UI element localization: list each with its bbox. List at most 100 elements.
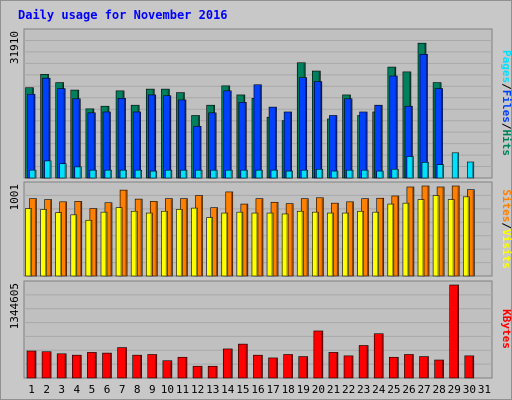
day-10-visits xyxy=(161,198,173,277)
day-22-visits xyxy=(342,201,354,277)
bar-pages xyxy=(119,169,127,179)
day-2-hits xyxy=(40,74,52,179)
bar-files xyxy=(223,90,232,179)
day-10-hits xyxy=(161,88,173,179)
day-26-visits xyxy=(402,186,415,277)
chart-title: Daily usage for November 2016 xyxy=(18,8,228,22)
day-12-visits xyxy=(191,195,203,277)
day-24-hits xyxy=(372,104,384,179)
x-label-day-24: 24 xyxy=(372,383,386,396)
panel-legend: Pages/Files/Hits xyxy=(500,50,512,156)
day-3-hits xyxy=(55,82,67,179)
bar-pages xyxy=(391,168,399,179)
day-25-visits xyxy=(387,195,400,277)
bar-pages xyxy=(406,156,414,179)
bar-files xyxy=(298,77,308,179)
bar-pages xyxy=(104,169,112,179)
bar-visits xyxy=(161,210,168,277)
bar-visits xyxy=(463,196,470,277)
bar-pages xyxy=(421,162,429,179)
day-20-hits xyxy=(312,70,324,179)
day-9-kbytes xyxy=(147,354,158,379)
bar-kbytes xyxy=(177,356,188,379)
bar-kbytes xyxy=(404,354,414,379)
panel-hits: 31910 Pages/Files/Hits xyxy=(8,28,512,179)
bar-files xyxy=(374,104,383,179)
bar-pages xyxy=(165,169,173,179)
day-29-visits xyxy=(447,185,460,277)
bar-pages xyxy=(149,170,158,179)
bar-files xyxy=(419,54,428,179)
x-axis-labels: 1 2 3 4 5 6 7 8 9 10 11 12 13 14 15 16 17 18 19 20 21 22 23 24 2… xyxy=(28,383,491,396)
bar-files xyxy=(329,115,338,179)
bar-visits xyxy=(70,214,78,277)
panel-kbytes: 1344605 KBytes xyxy=(8,280,512,379)
bar-files xyxy=(27,93,36,179)
day-21-kbytes xyxy=(328,352,339,379)
bar-kbytes xyxy=(253,354,263,379)
day-18-visits xyxy=(281,203,294,277)
bar-files xyxy=(359,111,368,179)
day-28-visits xyxy=(432,186,445,277)
bar-pages xyxy=(134,169,142,179)
bar-visits xyxy=(100,211,108,277)
bar-pages xyxy=(451,152,460,179)
bar-kbytes xyxy=(343,355,354,379)
bar-pages xyxy=(240,169,248,179)
day-14-hits xyxy=(221,85,233,179)
bar-files xyxy=(389,75,398,179)
x-label-day-17: 17 xyxy=(266,383,279,396)
x-label-day-30: 30 xyxy=(463,383,476,396)
bar-pages xyxy=(346,169,354,179)
day-1-visits xyxy=(25,198,37,277)
bar-visits xyxy=(145,212,153,277)
x-label-day-12: 12 xyxy=(191,383,204,396)
bar-pages xyxy=(29,169,37,179)
bar-visits xyxy=(312,211,319,277)
day-22-kbytes xyxy=(343,355,354,379)
x-label-day-26: 26 xyxy=(402,383,415,396)
bar-files xyxy=(253,84,262,179)
x-label-day-9: 9 xyxy=(149,383,156,396)
bar-visits xyxy=(176,209,183,277)
bar-pages xyxy=(74,166,82,179)
bar-kbytes xyxy=(56,353,67,379)
x-label-day-7: 7 xyxy=(119,383,126,396)
bar-pages xyxy=(255,169,263,179)
bar-visits xyxy=(40,209,47,277)
day-15-hits xyxy=(236,94,248,179)
day-4-kbytes xyxy=(71,354,82,379)
day-28-hits xyxy=(432,82,444,179)
day-17-kbytes xyxy=(268,357,278,379)
day-7-hits xyxy=(115,90,127,179)
day-13-kbytes xyxy=(207,365,218,379)
day-24-visits xyxy=(372,197,385,277)
bar-visits xyxy=(236,211,244,277)
day-13-visits xyxy=(206,207,218,277)
day-12-hits xyxy=(191,115,203,179)
day-21-visits xyxy=(327,202,339,277)
day-11-kbytes xyxy=(177,356,188,379)
day-14-visits xyxy=(221,191,234,277)
day-27-hits xyxy=(417,42,429,179)
y-max-label: 1001 xyxy=(8,184,21,211)
bar-files xyxy=(72,98,81,179)
bar-visits xyxy=(342,212,349,277)
x-label-day-3: 3 xyxy=(58,383,65,396)
day-19-hits xyxy=(296,62,309,179)
bar-kbytes xyxy=(117,347,127,379)
x-label-day-28: 28 xyxy=(433,383,446,396)
bar-pages xyxy=(361,169,369,179)
x-label-day-14: 14 xyxy=(221,383,235,396)
bar-visits xyxy=(25,208,32,277)
y-max-label: 31910 xyxy=(8,31,21,64)
bar-kbytes xyxy=(222,348,233,379)
bar-kbytes xyxy=(147,354,158,379)
bar-visits xyxy=(387,203,395,277)
day-23-hits xyxy=(357,111,369,179)
bar-kbytes xyxy=(162,360,173,379)
day-22-hits xyxy=(342,94,354,179)
x-label-day-13: 13 xyxy=(206,383,219,396)
day-17-visits xyxy=(266,201,279,277)
day-26-hits xyxy=(402,71,414,179)
